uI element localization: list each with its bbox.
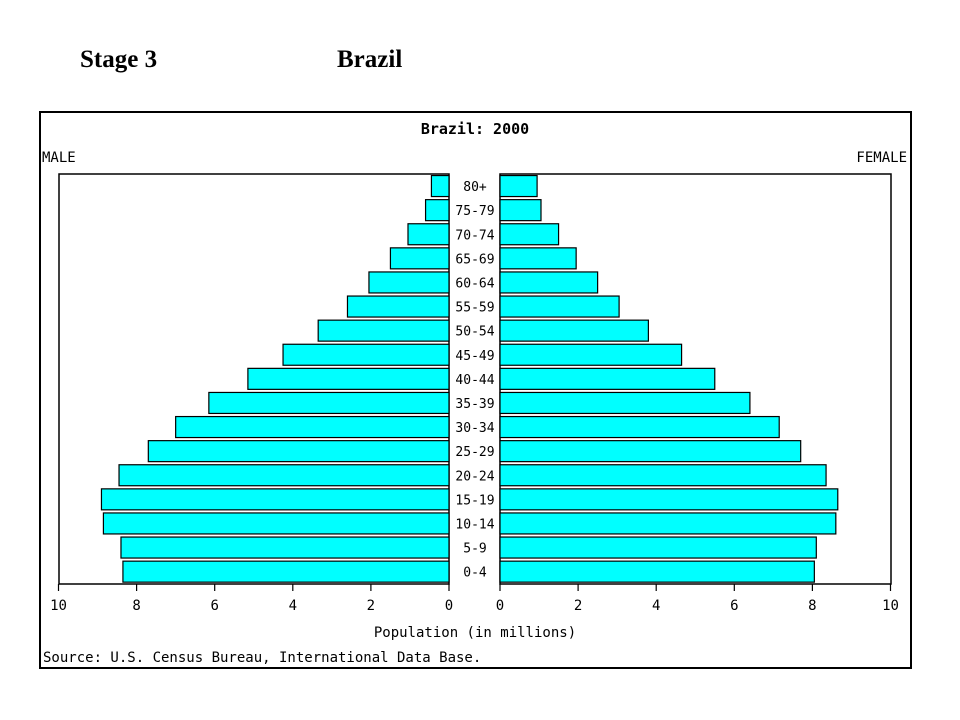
female-bar-70-74 <box>499 223 560 246</box>
female-bar-40-44 <box>499 367 716 390</box>
x-tick-label: 0 <box>445 598 453 614</box>
male-bar-70-74 <box>407 223 450 246</box>
male-bar-10-14 <box>102 512 450 535</box>
male-label: MALE <box>42 150 76 166</box>
female-bar-20-24 <box>499 464 827 487</box>
male-bar-5-9 <box>120 536 450 559</box>
age-label-70-74: 70-74 <box>455 228 494 243</box>
age-label-65-69: 65-69 <box>455 252 494 267</box>
male-bar-45-49 <box>282 343 450 366</box>
age-label-15-19: 15-19 <box>455 493 494 508</box>
age-label-40-44: 40-44 <box>455 373 494 388</box>
male-bar-60-64 <box>368 271 450 294</box>
bars-layer: 80+ 75-79 70-74 65-69 60-64 55-59 50-54 45-49 40… <box>100 174 839 583</box>
slide-country-label: Brazil <box>337 46 403 73</box>
age-label-35-39: 35-39 <box>455 397 494 412</box>
male-bar-65-69 <box>389 247 450 270</box>
x-tick-label: 10 <box>50 598 67 614</box>
age-label-20-24: 20-24 <box>455 469 494 484</box>
chart-title: Brazil: 2000 <box>421 120 529 138</box>
male-bar-35-39 <box>208 391 450 415</box>
x-tick-label: 6 <box>210 598 218 614</box>
age-label-45-49: 45-49 <box>455 349 494 364</box>
male-bar-0-4 <box>122 560 450 583</box>
age-label-55-59: 55-59 <box>455 301 494 316</box>
x-tick-label: 8 <box>132 598 140 614</box>
female-bar-10-14 <box>499 512 837 535</box>
x-axis-label: Population (in millions) <box>374 625 576 641</box>
x-tick-label: 4 <box>289 598 297 614</box>
age-label-60-64: 60-64 <box>455 276 494 291</box>
female-bar-30-34 <box>499 415 780 439</box>
female-bar-35-39 <box>499 391 751 415</box>
male-bar-50-54 <box>317 319 450 342</box>
male-bar-55-59 <box>346 295 450 318</box>
x-tick-label: 2 <box>367 598 375 614</box>
female-bar-55-59 <box>499 295 620 318</box>
x-tick-label: 4 <box>652 598 660 614</box>
source-note: Source: U.S. Census Bureau, Internationa… <box>43 650 481 666</box>
male-bar-25-29 <box>147 440 450 463</box>
male-bar-15-19 <box>100 488 450 511</box>
female-bar-25-29 <box>499 440 802 463</box>
x-tick-label: 6 <box>730 598 738 614</box>
female-bar-45-49 <box>499 343 683 366</box>
x-tick-label: 10 <box>882 598 899 614</box>
male-bar-80+ <box>430 174 450 198</box>
male-bar-75-79 <box>424 199 450 222</box>
female-bar-65-69 <box>499 247 577 270</box>
axis-ticks: 10 8 6 4 2 0 0 2 4 6 8 10 <box>50 584 899 614</box>
age-label-10-14: 10-14 <box>455 517 494 532</box>
x-tick-label: 8 <box>808 598 816 614</box>
female-bar-5-9 <box>499 536 817 559</box>
age-label-80+: 80+ <box>463 180 487 195</box>
male-bar-20-24 <box>118 464 450 487</box>
female-bar-50-54 <box>499 319 649 342</box>
female-label: FEMALE <box>856 150 907 166</box>
age-label-75-79: 75-79 <box>455 204 494 219</box>
slide-stage-label: Stage 3 <box>80 46 158 73</box>
x-tick-label: 2 <box>574 598 582 614</box>
female-bar-60-64 <box>499 271 599 294</box>
age-label-5-9: 5-9 <box>463 542 486 557</box>
female-bar-0-4 <box>499 560 815 583</box>
age-label-30-34: 30-34 <box>455 421 494 436</box>
x-tick-label: 0 <box>496 598 504 614</box>
female-bar-15-19 <box>499 488 839 511</box>
age-label-50-54: 50-54 <box>455 325 494 340</box>
age-label-25-29: 25-29 <box>455 445 494 460</box>
age-label-0-4: 0-4 <box>463 566 487 581</box>
male-bar-30-34 <box>175 415 450 439</box>
female-bar-80+ <box>499 174 538 198</box>
male-bar-40-44 <box>247 367 450 390</box>
female-bar-75-79 <box>499 199 542 222</box>
